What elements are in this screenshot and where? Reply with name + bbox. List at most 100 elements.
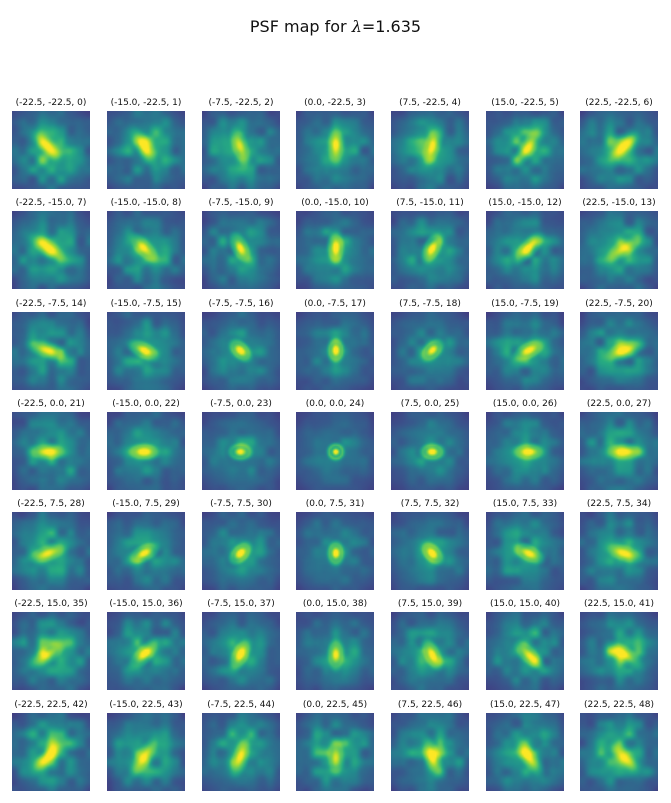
panel-label: (0.0, 22.5, 45) — [302, 700, 368, 710]
panel-label: (-7.5, -22.5, 2) — [208, 98, 274, 108]
psf-panel — [107, 713, 185, 791]
panel-label: (-7.5, 7.5, 30) — [210, 499, 272, 509]
panel-label: (-15.0, -22.5, 1) — [110, 98, 182, 108]
panel-label: (15.0, 22.5, 47) — [490, 700, 560, 710]
psf-panel — [107, 111, 185, 189]
panel-label: (22.5, -22.5, 6) — [585, 98, 653, 108]
chart-title-lambda: λ — [351, 17, 362, 36]
psf-panel — [12, 713, 90, 791]
panel-label: (22.5, 0.0, 27) — [586, 399, 652, 409]
psf-panel — [580, 512, 658, 590]
panel-label: (-15.0, 15.0, 36) — [109, 599, 183, 609]
psf-panel — [296, 312, 374, 390]
panel-label: (15.0, -15.0, 12) — [488, 198, 562, 208]
psf-panel — [486, 713, 564, 791]
psf-panel — [12, 412, 90, 490]
psf-panel — [107, 412, 185, 490]
psf-panel — [12, 111, 90, 189]
psf-panel — [391, 211, 469, 289]
psf-panel — [580, 211, 658, 289]
panel-label: (-7.5, 0.0, 23) — [210, 399, 272, 409]
panel-label: (0.0, -7.5, 17) — [304, 299, 366, 309]
panel-label: (22.5, 15.0, 41) — [584, 599, 654, 609]
psf-panel — [202, 713, 280, 791]
psf-panel — [12, 512, 90, 590]
psf-panel — [486, 211, 564, 289]
panel-label: (-22.5, -15.0, 7) — [15, 198, 87, 208]
panel-label: (7.5, 7.5, 32) — [400, 499, 460, 509]
psf-panel — [391, 111, 469, 189]
panel-label: (-7.5, 22.5, 44) — [207, 700, 275, 710]
psf-panel — [296, 713, 374, 791]
panel-label: (15.0, 0.0, 26) — [492, 399, 558, 409]
panel-label: (0.0, 0.0, 24) — [305, 399, 365, 409]
panel-label: (15.0, 15.0, 40) — [490, 599, 560, 609]
psf-panel — [391, 412, 469, 490]
psf-panel — [202, 412, 280, 490]
panel-label: (7.5, -22.5, 4) — [399, 98, 461, 108]
psf-panel — [12, 612, 90, 690]
psf-panel — [391, 612, 469, 690]
psf-panel — [580, 713, 658, 791]
panel-label: (0.0, 15.0, 38) — [302, 599, 368, 609]
panel-label: (-7.5, 15.0, 37) — [207, 599, 275, 609]
psf-panel — [202, 211, 280, 289]
panel-label: (7.5, 0.0, 25) — [400, 399, 460, 409]
psf-panel — [296, 612, 374, 690]
chart-title: PSF map for λ=1.635 — [0, 17, 671, 36]
panel-label: (-7.5, -7.5, 16) — [208, 299, 274, 309]
psf-panel — [107, 312, 185, 390]
chart-title-prefix: PSF map for — [249, 17, 352, 36]
psf-panel — [296, 111, 374, 189]
psf-panel — [107, 211, 185, 289]
psf-panel — [486, 412, 564, 490]
psf-panel — [296, 412, 374, 490]
psf-panel — [202, 512, 280, 590]
psf-panel — [12, 312, 90, 390]
panel-label: (-22.5, -22.5, 0) — [15, 98, 87, 108]
psf-panel — [391, 512, 469, 590]
panel-label: (-22.5, 15.0, 35) — [14, 599, 88, 609]
panel-label: (-22.5, 22.5, 42) — [14, 700, 88, 710]
panel-label: (-22.5, 7.5, 28) — [17, 499, 85, 509]
psf-panel — [202, 312, 280, 390]
panel-label: (-15.0, 7.5, 29) — [112, 499, 180, 509]
psf-panel — [580, 612, 658, 690]
psf-panel — [486, 312, 564, 390]
panel-label: (-15.0, 0.0, 22) — [112, 399, 180, 409]
panel-label: (15.0, 7.5, 33) — [492, 499, 558, 509]
panel-label: (7.5, 15.0, 39) — [397, 599, 463, 609]
panel-label: (0.0, 7.5, 31) — [305, 499, 365, 509]
psf-panel — [391, 312, 469, 390]
psf-panel — [202, 612, 280, 690]
psf-panel — [486, 512, 564, 590]
panel-label: (22.5, -15.0, 13) — [582, 198, 656, 208]
panel-label: (7.5, -7.5, 18) — [399, 299, 461, 309]
psf-panel — [202, 111, 280, 189]
psf-panel — [580, 412, 658, 490]
psf-panel — [580, 312, 658, 390]
panel-label: (-22.5, 0.0, 21) — [17, 399, 85, 409]
panel-label: (7.5, 22.5, 46) — [397, 700, 463, 710]
psf-panel — [580, 111, 658, 189]
panel-label: (15.0, -22.5, 5) — [491, 98, 559, 108]
panel-label: (-15.0, -15.0, 8) — [110, 198, 182, 208]
psf-panel — [486, 612, 564, 690]
psf-panel — [12, 211, 90, 289]
psf-panel — [391, 713, 469, 791]
psf-panel — [107, 612, 185, 690]
psf-panel — [296, 512, 374, 590]
panel-label: (-22.5, -7.5, 14) — [15, 299, 87, 309]
psf-panel — [486, 111, 564, 189]
chart-title-suffix: =1.635 — [361, 17, 422, 36]
panel-label: (0.0, -15.0, 10) — [301, 198, 369, 208]
psf-panel — [107, 512, 185, 590]
psf-panel — [296, 211, 374, 289]
panel-label: (0.0, -22.5, 3) — [304, 98, 366, 108]
panel-label: (-15.0, -7.5, 15) — [110, 299, 182, 309]
panel-label: (15.0, -7.5, 19) — [491, 299, 559, 309]
panel-label: (22.5, 22.5, 48) — [584, 700, 654, 710]
panel-label: (22.5, 7.5, 34) — [586, 499, 652, 509]
panel-label: (7.5, -15.0, 11) — [396, 198, 464, 208]
